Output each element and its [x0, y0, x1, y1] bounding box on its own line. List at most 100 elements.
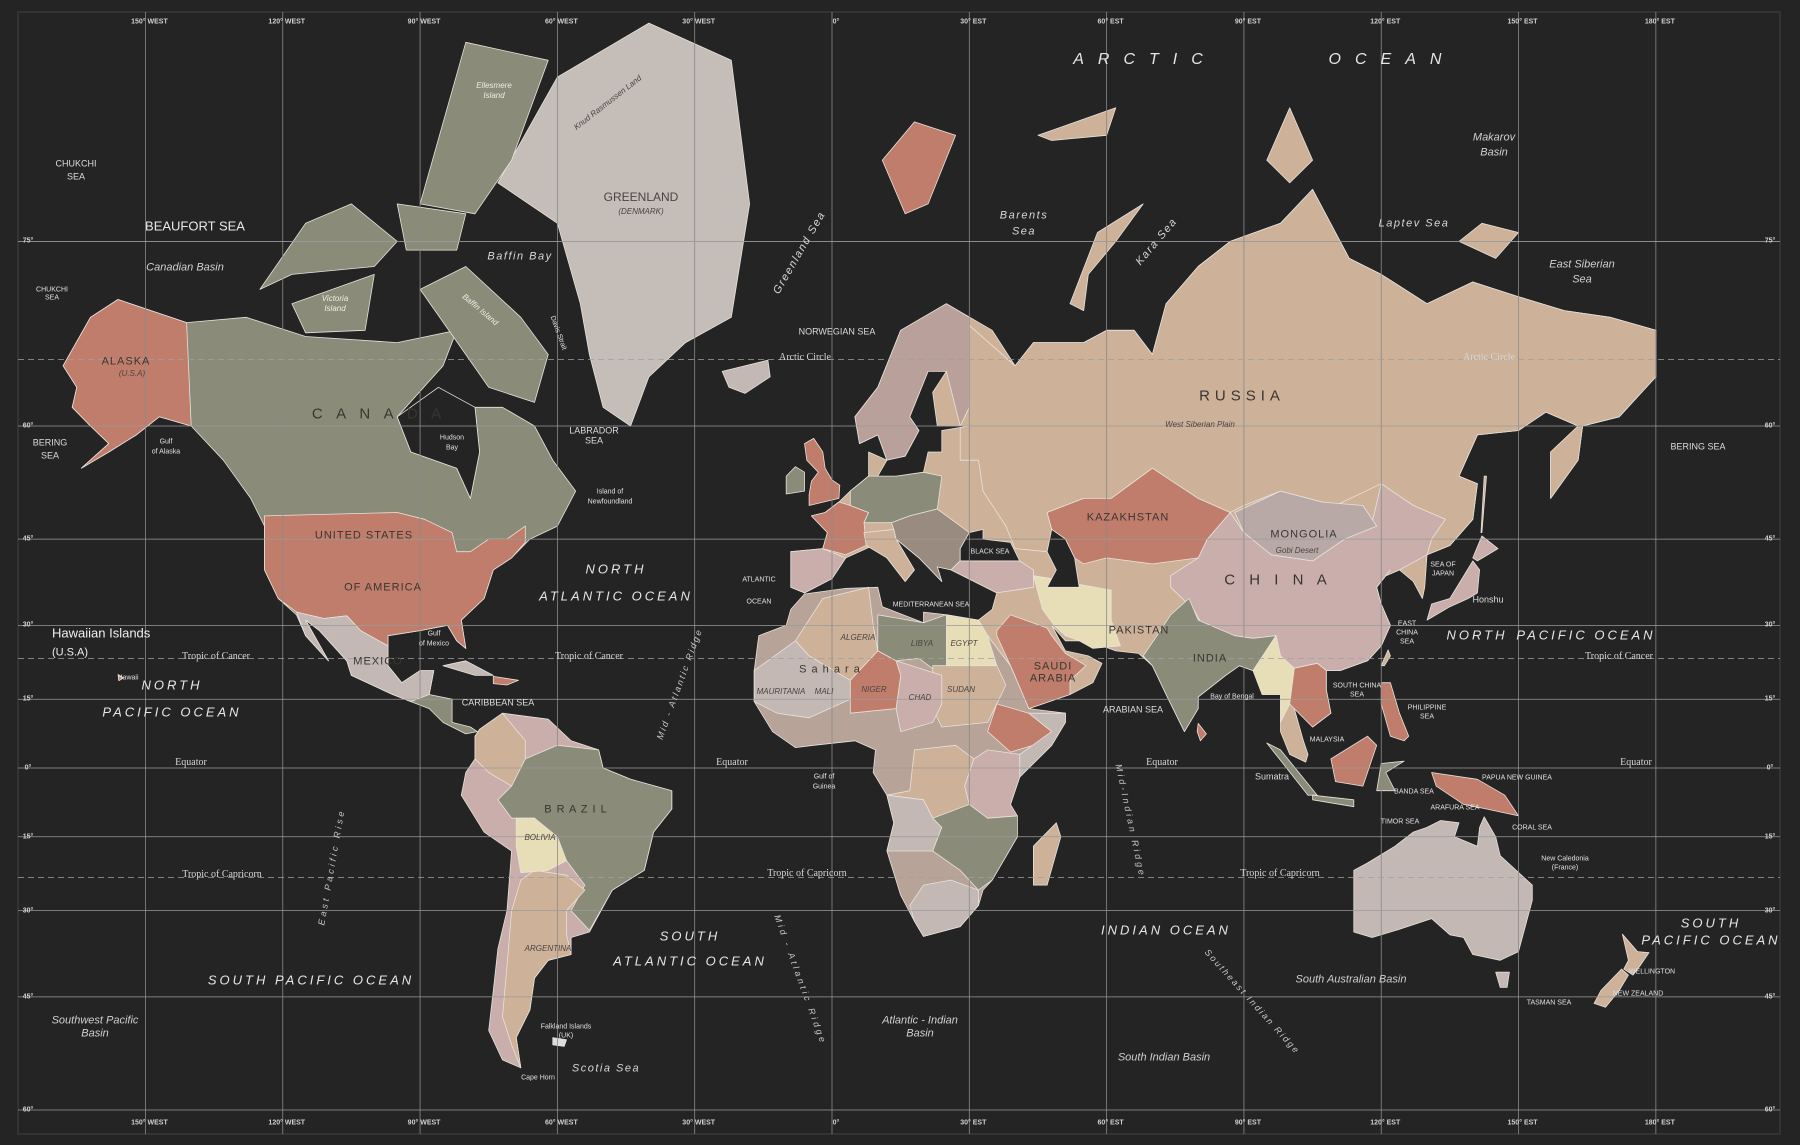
label-north-atlantic-2: ATLANTIC OCEAN: [539, 588, 693, 604]
label-china: C H I N A: [1224, 571, 1332, 589]
longitude-label-top: 30° WEST: [682, 18, 716, 26]
label-png: PAPUA NEW GUINEA: [1482, 774, 1552, 782]
longitude-label-top: 120° EST: [1370, 18, 1401, 26]
label-atlantic-small: ATLANTIC: [742, 576, 776, 584]
longitude-label-bottom: 120° WEST: [268, 1119, 306, 1127]
label-arctic-circle-2: Arctic Circle: [1463, 352, 1515, 363]
hudson-bay: [396, 386, 481, 499]
label-equator-1: Equator: [175, 757, 207, 768]
label-saudi-1: SAUDI: [1033, 660, 1073, 673]
italy: [863, 529, 915, 582]
hispaniola: [492, 676, 519, 686]
longitude-label-bottom: 0°: [832, 1119, 840, 1127]
indochina: [1289, 662, 1332, 728]
label-victoria-2: Island: [324, 304, 346, 313]
borneo: [1330, 735, 1378, 787]
label-falkland-2: (UK): [558, 1032, 574, 1040]
label-chad: CHAD: [908, 693, 932, 702]
graticule: [18, 12, 1780, 1134]
label-north-pacific-w2: PACIFIC OCEAN: [102, 704, 242, 720]
label-wellington: WELLINGTON: [1628, 968, 1676, 976]
sri-lanka: [1196, 723, 1207, 742]
label-saudi-2: ARABIA: [1029, 672, 1077, 685]
latitude-label-right: 30°: [1764, 907, 1776, 915]
label-gulf-guinea-1: Gulf of: [813, 773, 835, 781]
iceland: [721, 359, 771, 394]
caspian-sea: [1046, 529, 1080, 588]
longitude-label-top: 150° EST: [1507, 18, 1538, 26]
hawaii-island: [117, 674, 124, 682]
sumatra: [1266, 742, 1318, 796]
longitude-label-bottom: 90° EST: [1234, 1119, 1261, 1127]
label-north-atlantic-1: NORTH: [585, 561, 647, 577]
label-tropic-cancer-3: Tropic of Cancer: [1585, 651, 1653, 662]
label-gulf-mexico-2: of Mexico: [419, 640, 449, 648]
latitude-label-left: 0°: [24, 764, 32, 772]
label-chukchi-s2: SEA: [44, 294, 60, 302]
latitude-label-right: 45°: [1764, 535, 1776, 543]
latitude-label-left: 75°: [22, 237, 34, 245]
somalia: [1019, 712, 1066, 778]
latitude-label-right: 0°: [1766, 764, 1774, 772]
label-gulf-guinea-2: Guinea: [812, 783, 836, 791]
label-timor: TIMOR SEA: [1380, 818, 1420, 826]
longitude-label-bottom: 30° EST: [960, 1119, 987, 1127]
label-chukchi-1: CHUKCHI: [55, 158, 97, 169]
label-canadian-basin: Canadian Basin: [146, 261, 224, 274]
label-equator-4: Equator: [1620, 757, 1652, 768]
latitude-label-left: 15°: [22, 833, 34, 841]
latitude-label-left: 45°: [22, 535, 34, 543]
label-south-china-1: SOUTH CHINA: [1332, 682, 1382, 690]
niger: [849, 650, 902, 714]
label-arctic-ocean: OCEAN: [1328, 51, 1456, 68]
new-zealand-south: [1593, 968, 1629, 1008]
longitude-label-bottom: 150° WEST: [131, 1119, 168, 1127]
label-east-siberian-2: Sea: [1572, 273, 1592, 286]
label-si-basin: South Indian Basin: [1117, 1051, 1211, 1064]
longitude-label-bottom: 60° EST: [1097, 1119, 1124, 1127]
label-hawaii-dot: Hawaii: [117, 674, 139, 682]
label-equator-2: Equator: [716, 757, 748, 768]
label-scotia: Scotia Sea: [571, 1062, 641, 1075]
label-newfoundland-2: Newfoundland: [587, 498, 633, 506]
label-south-china-2: SEA: [1349, 691, 1365, 699]
latitude-label-left: 30°: [22, 621, 34, 629]
label-cape-horn: Cape Horn: [521, 1074, 555, 1082]
latitude-label-right: 30°: [1764, 621, 1776, 629]
label-caribbean: CARIBBEAN SEA: [461, 697, 535, 708]
ireland: [785, 466, 805, 495]
longitude-label-bottom: 60° WEST: [544, 1119, 578, 1127]
longitude-label-top: 90° WEST: [407, 18, 441, 26]
latitude-label-left: 60°: [22, 1106, 34, 1114]
new-guinea: [1431, 772, 1519, 817]
latitude-label-left: 15°: [22, 695, 34, 703]
label-egypt: EGYPT: [950, 639, 978, 648]
label-chukchi-s1: CHUKCHI: [36, 286, 68, 294]
south-africa: [909, 879, 979, 937]
label-east-china-3: SEA: [1399, 638, 1415, 646]
label-bay-bengal: Bay of Bengal: [1210, 693, 1254, 701]
label-mauritania: MAURITANIA: [756, 687, 806, 696]
label-beaufort: BEAUFORT SEA: [145, 218, 245, 234]
label-hudson-2: Bay: [445, 444, 459, 452]
label-south-atlantic-2: ATLANTIC OCEAN: [613, 953, 767, 969]
mongolia: [1234, 490, 1378, 562]
label-arctic-circle-1: Arctic Circle: [779, 352, 831, 363]
label-south-pacific-e2: PACIFIC OCEAN: [1641, 932, 1781, 948]
label-hawaii: Hawaiian Islands: [52, 625, 151, 641]
greenland: [497, 22, 750, 427]
label-laptev: Laptev Sea: [1378, 217, 1450, 230]
longitude-label-bottom: 90° WEST: [407, 1119, 441, 1127]
label-gobi: Gobi Desert: [1275, 546, 1319, 555]
latitude-label-right: 60°: [1764, 1106, 1776, 1114]
longitude-label-bottom: 150° EST: [1507, 1119, 1538, 1127]
victoria-island: [291, 273, 375, 334]
label-arctic: ARCTIC: [1073, 51, 1217, 68]
label-banda: BANDA SEA: [1394, 788, 1434, 796]
label-barents-2: Sea: [1011, 225, 1037, 238]
label-usa-2: OF AMERICA: [344, 581, 422, 594]
label-sumatra: Sumatra: [1254, 771, 1290, 782]
label-arafura: ARAFURA SEA: [1430, 804, 1480, 812]
label-kazakhstan: KAZAKHSTAN: [1086, 511, 1170, 524]
